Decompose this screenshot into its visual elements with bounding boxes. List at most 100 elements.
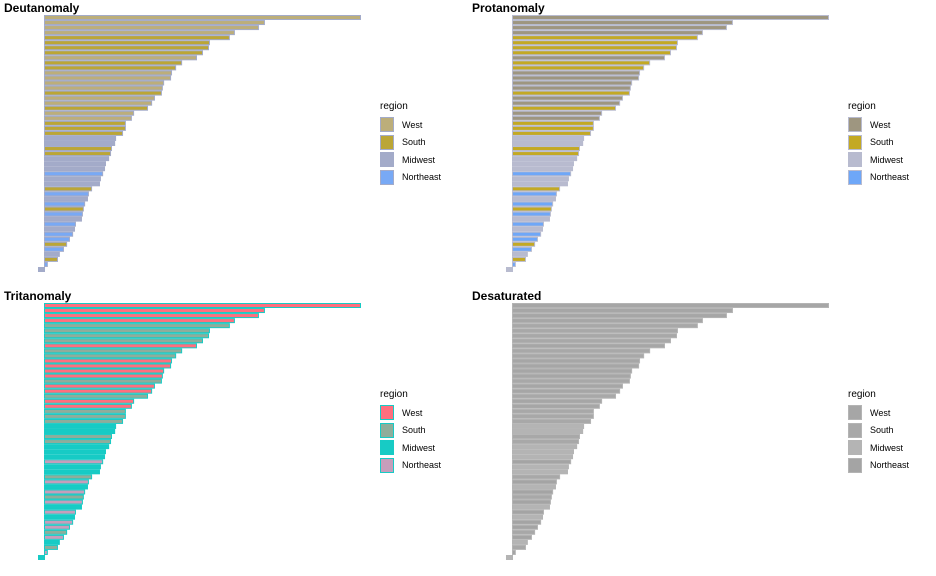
legend-item-south: South — [380, 134, 441, 152]
bar-south — [44, 146, 112, 152]
bar-midwest — [44, 539, 60, 545]
bar-south — [44, 125, 126, 131]
bar-midwest — [37, 267, 45, 272]
bar-midwest — [512, 135, 585, 141]
bar-west — [512, 383, 623, 389]
bar-west — [512, 313, 727, 319]
bar-south — [44, 186, 93, 192]
legend-key — [380, 405, 394, 421]
bar-west — [44, 75, 172, 81]
bar-south — [512, 353, 645, 359]
bar-west — [44, 368, 165, 374]
bar-south — [44, 408, 126, 414]
bar-west — [44, 343, 197, 349]
bar-midwest — [505, 267, 513, 272]
bar-west — [44, 55, 197, 61]
bar-midwest — [512, 444, 578, 450]
bar-south — [44, 65, 177, 71]
bar-south — [512, 413, 594, 419]
bar-west — [44, 363, 172, 369]
bar-south — [512, 333, 678, 339]
bar-south — [44, 45, 210, 51]
bar-midwest — [512, 141, 584, 146]
bar-south — [44, 544, 58, 550]
panel-tritanomaly: Tritanomaly region West South Midwest North… — [0, 288, 468, 576]
bar-northeast — [512, 231, 542, 237]
legend-item-west: West — [848, 404, 909, 422]
bar-south — [44, 130, 124, 136]
bar-west — [512, 403, 600, 409]
bar-west — [512, 80, 633, 86]
bar-south — [512, 408, 594, 414]
bar-west — [512, 363, 640, 369]
legend-item-south: South — [848, 134, 909, 152]
bar-midwest — [512, 504, 550, 510]
bar-south — [44, 40, 210, 46]
bar-northeast — [44, 499, 83, 505]
legend-label: Northeast — [402, 460, 442, 471]
bar-northeast — [512, 519, 542, 525]
bar-northeast — [44, 201, 86, 207]
panel-title: Protanomaly — [472, 1, 545, 15]
bar-south — [44, 151, 112, 157]
bar-northeast — [512, 171, 572, 177]
legend-key — [848, 134, 862, 150]
legend-key — [848, 405, 862, 421]
panel-title: Tritanomaly — [4, 289, 72, 303]
bar-south — [512, 434, 580, 440]
legend-label: West — [402, 119, 423, 130]
bar-south — [512, 256, 526, 262]
legend-label: South — [402, 137, 426, 148]
bar-west — [44, 15, 361, 20]
bar-northeast — [512, 479, 557, 485]
legend-item-northeast: Northeast — [380, 457, 441, 475]
bar-plot — [37, 303, 361, 560]
bar-south — [44, 323, 230, 329]
bar-midwest — [44, 226, 76, 232]
legend-item-northeast: Northeast — [848, 457, 909, 475]
bar-south — [512, 494, 552, 500]
bar-northeast — [512, 211, 551, 217]
bar-south — [512, 130, 592, 136]
bar-west — [512, 25, 727, 31]
legend-item-south: South — [848, 422, 909, 440]
bar-northeast — [512, 459, 572, 465]
bar-midwest — [44, 504, 82, 510]
bar-midwest — [44, 166, 106, 172]
bar-west — [512, 308, 733, 314]
bar-south — [512, 65, 645, 71]
bar-west — [44, 25, 259, 31]
bar-northeast — [44, 459, 104, 465]
bar-west — [512, 303, 829, 308]
bar-south — [44, 413, 126, 419]
panel-title: Desaturated — [472, 289, 542, 303]
bar-midwest — [512, 423, 585, 429]
bar-south — [512, 418, 592, 424]
bar-south — [44, 494, 84, 500]
bar-midwest — [512, 464, 569, 470]
bar-west — [44, 20, 265, 26]
bar-midwest — [44, 444, 110, 450]
bar-south — [512, 393, 617, 399]
bar-west — [44, 100, 153, 106]
legend-item-midwest: Midwest — [848, 151, 909, 169]
bar-west — [512, 368, 633, 374]
legend-key — [380, 440, 394, 456]
bar-south — [512, 105, 617, 111]
bar-northeast — [44, 509, 76, 515]
legend-item-northeast: Northeast — [848, 169, 909, 187]
bar-south — [44, 333, 210, 339]
bar-south — [44, 256, 58, 262]
legend-item-midwest: Midwest — [380, 151, 441, 169]
bar-northeast — [512, 499, 551, 505]
bar-south — [512, 45, 678, 51]
bar-south — [512, 90, 630, 96]
legend-item-south: South — [380, 422, 441, 440]
legend-item-midwest: Midwest — [848, 439, 909, 457]
bar-west — [44, 85, 163, 91]
bar-plot — [505, 15, 829, 272]
bar-south — [44, 529, 68, 535]
bar-midwest — [512, 161, 574, 167]
legend-label: Midwest — [870, 154, 904, 165]
bar-west — [512, 100, 621, 106]
